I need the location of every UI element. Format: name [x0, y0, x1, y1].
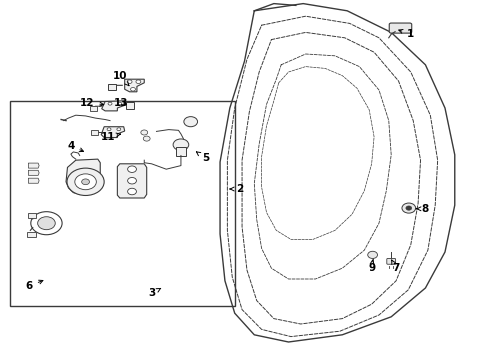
Polygon shape	[28, 178, 39, 183]
Text: 9: 9	[367, 260, 374, 273]
FancyBboxPatch shape	[386, 258, 395, 264]
Circle shape	[67, 168, 104, 195]
Circle shape	[118, 102, 122, 105]
Circle shape	[107, 128, 111, 131]
Circle shape	[127, 188, 136, 195]
Circle shape	[117, 128, 121, 131]
Circle shape	[130, 87, 135, 91]
Circle shape	[38, 217, 55, 230]
Text: 6: 6	[26, 280, 43, 291]
Text: 11: 11	[100, 132, 120, 142]
Circle shape	[81, 179, 89, 185]
Polygon shape	[28, 213, 36, 218]
Circle shape	[173, 139, 188, 150]
Circle shape	[108, 102, 112, 105]
Circle shape	[75, 174, 96, 190]
Text: 13: 13	[114, 98, 128, 108]
Circle shape	[367, 251, 377, 258]
Text: 10: 10	[112, 71, 129, 86]
Text: 1: 1	[398, 29, 413, 39]
Circle shape	[141, 130, 147, 135]
Circle shape	[401, 203, 415, 213]
Polygon shape	[28, 163, 39, 168]
Bar	[107, 84, 116, 90]
Circle shape	[136, 80, 141, 84]
Text: 7: 7	[391, 260, 399, 273]
Polygon shape	[117, 164, 146, 198]
Circle shape	[127, 80, 132, 84]
Circle shape	[127, 166, 136, 172]
Circle shape	[31, 212, 62, 235]
Polygon shape	[101, 127, 124, 138]
Bar	[126, 102, 134, 109]
Bar	[90, 106, 97, 111]
Text: 12: 12	[80, 98, 103, 108]
Text: 4: 4	[67, 141, 83, 152]
Polygon shape	[66, 159, 100, 194]
Polygon shape	[124, 79, 144, 92]
Text: 3: 3	[148, 288, 161, 298]
Circle shape	[143, 136, 150, 141]
Text: 5: 5	[196, 152, 208, 163]
FancyBboxPatch shape	[388, 23, 411, 33]
Polygon shape	[28, 170, 39, 175]
Circle shape	[127, 177, 136, 184]
Bar	[176, 147, 185, 156]
Bar	[91, 130, 98, 135]
Polygon shape	[27, 232, 36, 237]
Text: 2: 2	[229, 184, 243, 194]
Polygon shape	[102, 101, 125, 111]
Circle shape	[405, 206, 411, 210]
Text: 8: 8	[415, 204, 428, 214]
Circle shape	[183, 117, 197, 127]
Bar	[10, 101, 234, 306]
